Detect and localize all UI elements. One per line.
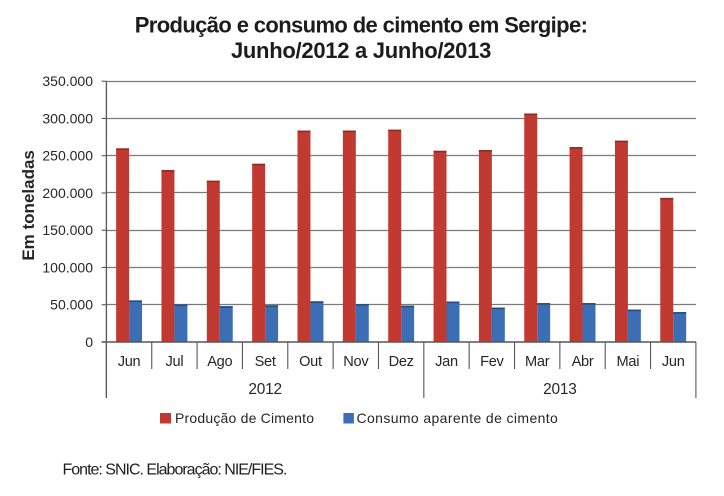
svg-text:Jun: Jun — [118, 354, 141, 370]
svg-text:Abr: Abr — [572, 354, 594, 370]
svg-text:200.000: 200.000 — [42, 185, 93, 201]
svg-text:Jun: Jun — [662, 354, 685, 370]
svg-text:Mar: Mar — [525, 354, 550, 370]
svg-text:Ago: Ago — [207, 354, 232, 370]
svg-text:Mai: Mai — [617, 354, 640, 370]
svg-text:0: 0 — [85, 334, 93, 350]
svg-text:Em toneladas: Em toneladas — [19, 150, 38, 261]
svg-text:Jan: Jan — [435, 354, 458, 370]
svg-text:100.000: 100.000 — [42, 259, 93, 275]
svg-text:Consumo aparente de cimento: Consumo aparente de cimento — [357, 410, 559, 426]
svg-text:300.000: 300.000 — [42, 110, 93, 126]
svg-text:50.000: 50.000 — [50, 297, 93, 313]
svg-text:Set: Set — [255, 354, 276, 370]
svg-text:2012: 2012 — [248, 381, 281, 398]
svg-text:Produção e consumo de cimento: Produção e consumo de cimento em Sergipe… — [135, 13, 588, 38]
svg-text:2013: 2013 — [543, 381, 576, 398]
svg-text:Dez: Dez — [389, 354, 414, 370]
svg-text:Jul: Jul — [166, 354, 184, 370]
svg-text:250.000: 250.000 — [42, 148, 93, 164]
svg-text:Junho/2012 a Junho/2013: Junho/2012 a Junho/2013 — [231, 38, 491, 63]
svg-text:Fonte: SNIC. Elaboração: NIE/F: Fonte: SNIC. Elaboração: NIE/FIES. — [63, 462, 287, 479]
svg-text:Nov: Nov — [343, 354, 369, 370]
svg-text:Produção de Cimento: Produção de Cimento — [175, 410, 314, 426]
svg-text:Out: Out — [299, 354, 322, 370]
svg-text:Fev: Fev — [480, 354, 504, 370]
svg-text:350.000: 350.000 — [42, 73, 93, 89]
svg-text:150.000: 150.000 — [42, 222, 93, 238]
